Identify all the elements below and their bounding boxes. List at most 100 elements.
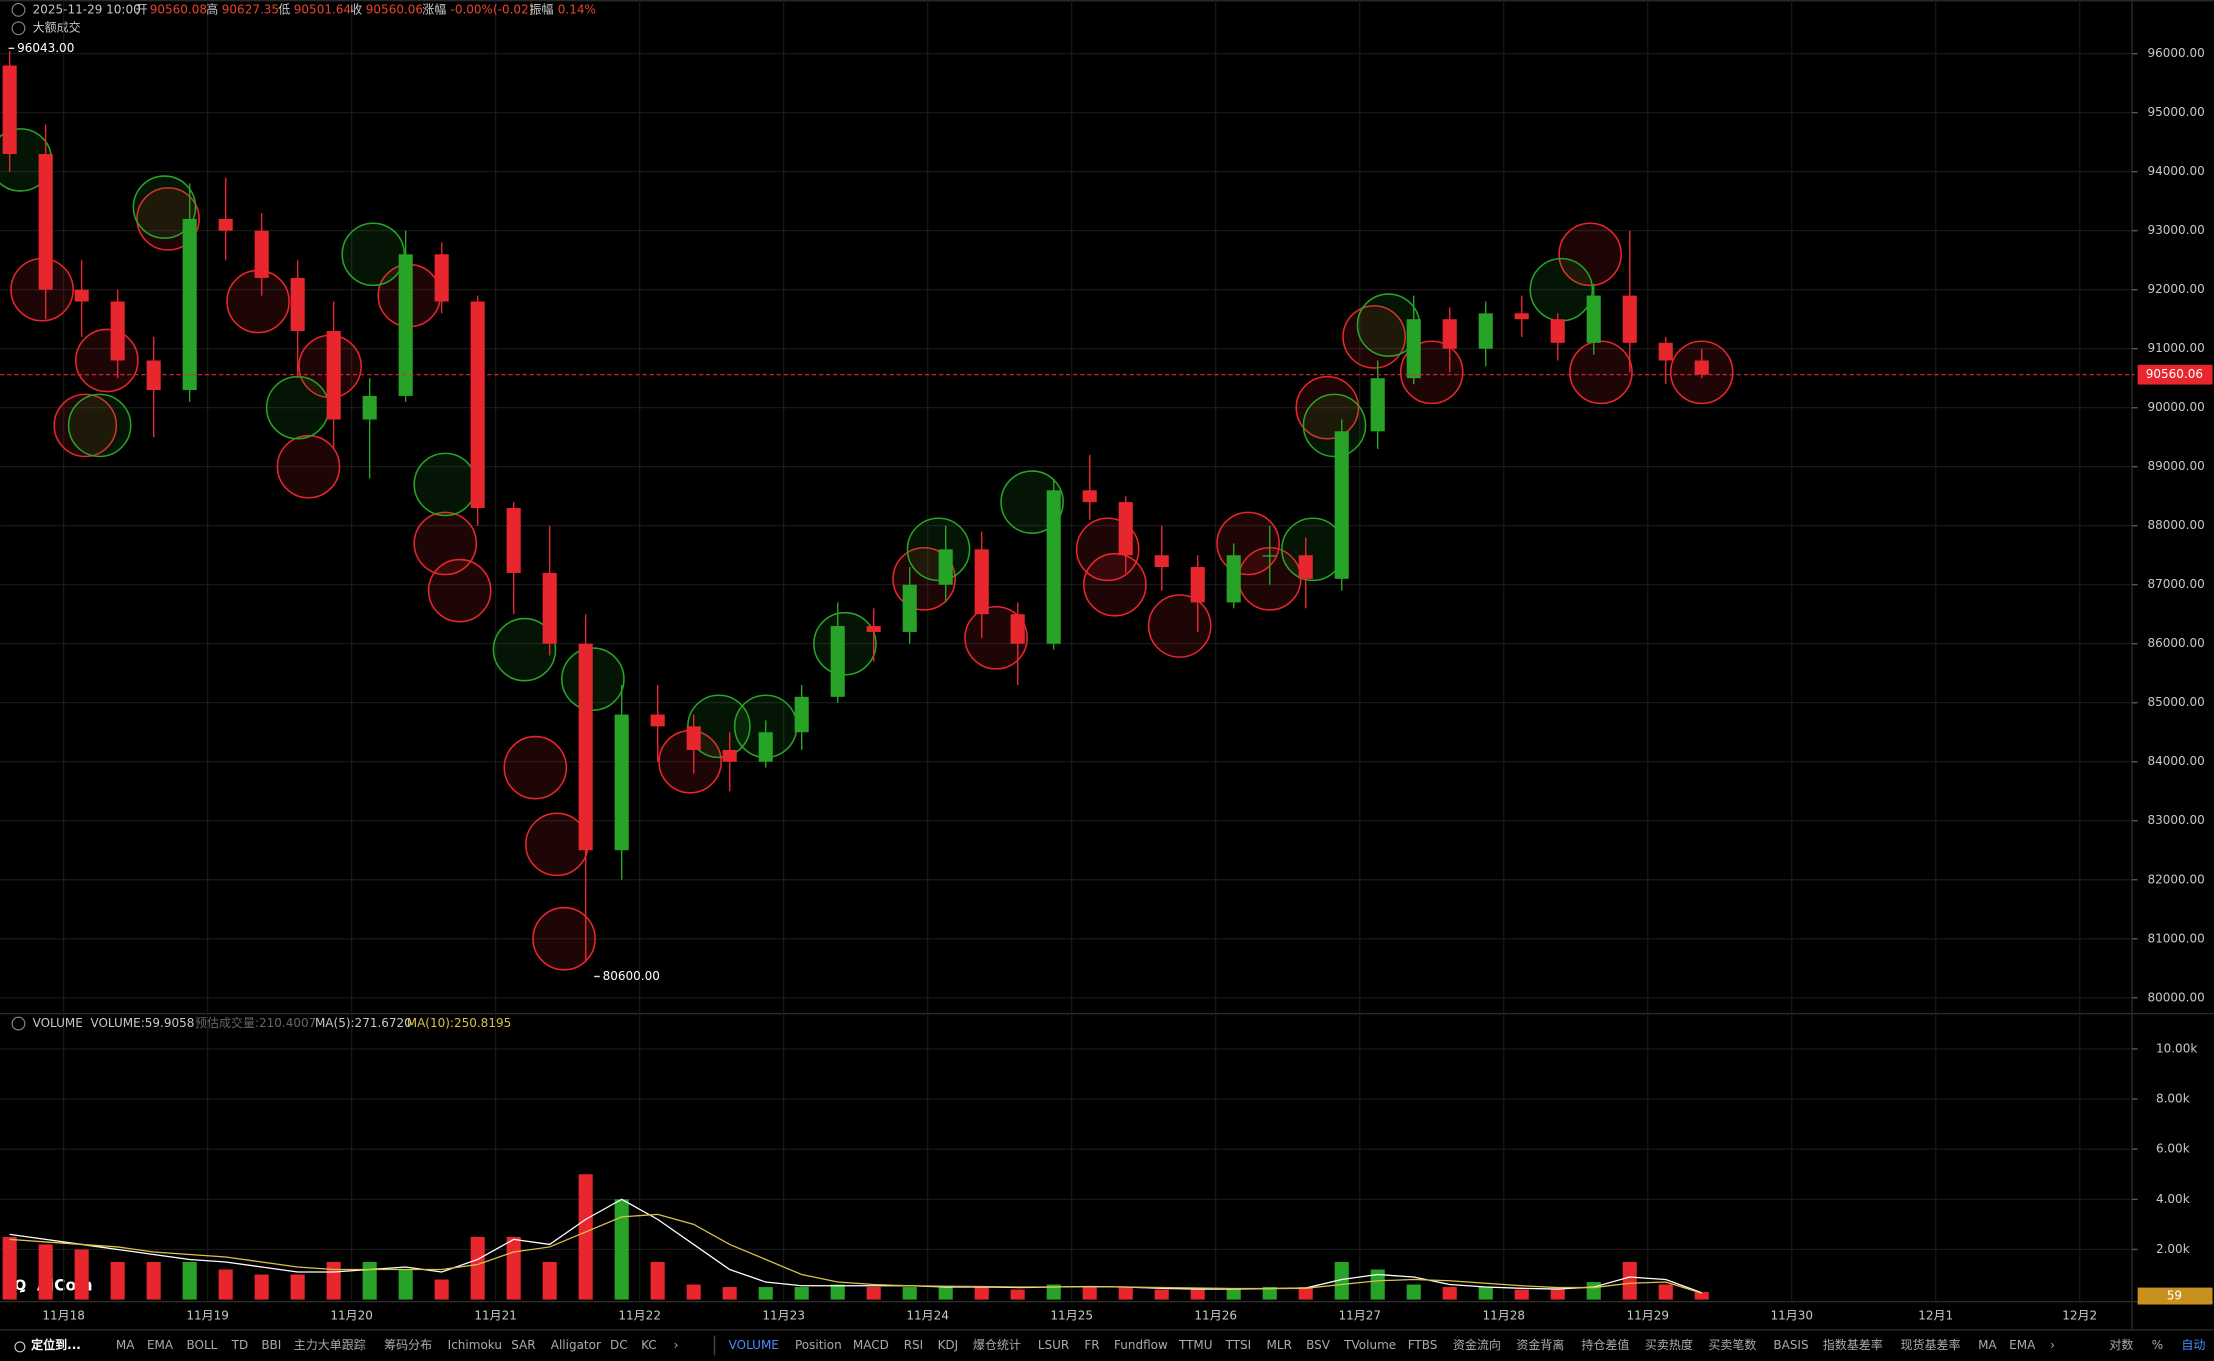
ohlc-label: 低: [278, 2, 290, 16]
x-tick-label: 11月18: [42, 1308, 85, 1322]
toolbar-item[interactable]: EMA: [2009, 1338, 2036, 1352]
toolbar-item[interactable]: SAR: [511, 1338, 535, 1352]
toolbar-item[interactable]: 现货基差率: [1900, 1337, 1960, 1352]
volume-bar: [1550, 1289, 1565, 1300]
volume-bar: [1298, 1287, 1313, 1300]
toolbar-item[interactable]: ›: [2050, 1338, 2055, 1352]
toolbar-item[interactable]: RSI: [904, 1338, 924, 1352]
toolbar-item[interactable]: Ichimoku: [448, 1338, 502, 1352]
toolbar-item[interactable]: DC: [610, 1338, 628, 1352]
toolbar-item[interactable]: 对数: [2109, 1337, 2133, 1352]
large-trade-bubble: [1569, 340, 1633, 405]
candle-body: [614, 714, 629, 851]
volume-bar: [1010, 1289, 1025, 1300]
toolbar-item[interactable]: BSV: [1306, 1338, 1331, 1352]
toolbar-item[interactable]: 资金流向: [1453, 1337, 1501, 1352]
volume-bar: [38, 1244, 53, 1300]
toolbar-item[interactable]: Position: [795, 1338, 842, 1352]
x-tick-label: 11月27: [1338, 1308, 1381, 1322]
y-tick-label: 92000.00: [2148, 282, 2205, 296]
toolbar-item[interactable]: 持仓差值: [1581, 1337, 1629, 1352]
y-tick-label: 10.00k: [2156, 1041, 2197, 1055]
x-tick-label: 11月22: [618, 1308, 661, 1322]
candle-body: [1190, 567, 1205, 603]
candle-body: [1334, 431, 1349, 579]
toolbar-item[interactable]: KDJ: [938, 1338, 959, 1352]
candle-body: [1406, 319, 1421, 379]
candle-body: [218, 218, 233, 231]
toolbar-item[interactable]: 筹码分布: [384, 1338, 432, 1352]
volume-bar: [1406, 1284, 1421, 1300]
toolbar-item[interactable]: 自动: [2181, 1338, 2205, 1352]
candle-body: [1082, 490, 1097, 503]
toolbar-item[interactable]: MACD: [853, 1338, 889, 1352]
toolbar-item[interactable]: TVolume: [1343, 1338, 1396, 1352]
toolbar-item[interactable]: KC: [641, 1338, 657, 1352]
large-trade-bubble: [1529, 257, 1594, 322]
candle-body: [470, 301, 485, 509]
candle-body: [1658, 342, 1673, 361]
toolbar-item[interactable]: FR: [1084, 1338, 1099, 1352]
x-tick-label: 11月20: [330, 1308, 373, 1322]
volume-bar: [506, 1236, 521, 1300]
toolbar-item[interactable]: TTMU: [1178, 1338, 1213, 1352]
volume-bar: [1262, 1287, 1277, 1300]
candle-body: [434, 254, 449, 302]
toolbar-item[interactable]: MLR: [1267, 1338, 1292, 1352]
toolbar-item[interactable]: Alligator: [551, 1338, 601, 1352]
x-tick-label: 12月1: [1918, 1308, 1953, 1322]
volume-bar: [1082, 1287, 1097, 1300]
candle-body: [902, 584, 917, 632]
ohlc-value: 90501.64: [294, 2, 351, 16]
toolbar-item[interactable]: %: [2152, 1338, 2163, 1352]
large-trade-bubble: [132, 175, 197, 239]
candle-body: [1226, 555, 1241, 603]
toolbar-item[interactable]: 指数基差率: [1823, 1337, 1883, 1352]
large-trade-bubble: [75, 328, 139, 393]
ohlc-value: 90627.35: [222, 2, 279, 16]
toolbar-item[interactable]: 定位到...: [31, 1337, 81, 1352]
toolbar-item[interactable]: TD: [231, 1338, 249, 1352]
locate-icon[interactable]: [14, 1341, 26, 1353]
toolbar-item[interactable]: TTSI: [1225, 1338, 1252, 1352]
toolbar-item[interactable]: 主力大单跟踪: [294, 1338, 366, 1352]
toolbar-item[interactable]: VOLUME: [729, 1338, 779, 1352]
volume-bar: [326, 1261, 341, 1300]
volume-bar: [398, 1269, 413, 1300]
y-tick-label: 83000.00: [2148, 813, 2205, 827]
toolbar-item[interactable]: MA: [116, 1338, 135, 1352]
candle-body: [1010, 614, 1025, 644]
toolbar-item[interactable]: ›: [674, 1338, 679, 1352]
toolbar-item[interactable]: LSUR: [1038, 1338, 1069, 1352]
toolbar-item[interactable]: 买卖笔数: [1708, 1337, 1756, 1352]
toolbar-item[interactable]: 买卖热度: [1645, 1337, 1693, 1352]
candle-body: [1262, 555, 1277, 557]
collapse-icon[interactable]: [11, 2, 26, 17]
volume-bar: [866, 1287, 881, 1300]
large-trade-bubble: [1302, 393, 1367, 458]
x-tick-label: 11月30: [1770, 1308, 1813, 1322]
candle-body: [1694, 360, 1709, 375]
toolbar-item[interactable]: FTBS: [1408, 1338, 1438, 1352]
volume-bar: [1334, 1261, 1349, 1300]
toolbar-item[interactable]: BASIS: [1773, 1338, 1808, 1352]
toolbar-item[interactable]: MA: [1978, 1338, 1997, 1352]
y-tick-label: 4.00k: [2156, 1192, 2190, 1206]
collapse-icon[interactable]: [11, 21, 26, 36]
toolbar-item[interactable]: BBI: [261, 1338, 281, 1352]
collapse-icon[interactable]: [11, 1016, 26, 1031]
y-tick-label: 84000.00: [2148, 754, 2205, 768]
toolbar-item[interactable]: BOLL: [186, 1338, 217, 1352]
volume-bar: [974, 1287, 989, 1300]
toolbar-item[interactable]: 资金背离: [1516, 1337, 1564, 1352]
toolbar-item[interactable]: Fundflow: [1114, 1338, 1168, 1352]
ohlc-value: 90560.06: [366, 2, 423, 16]
large-trade-bubble: [276, 434, 341, 499]
toolbar-item[interactable]: EMA: [147, 1338, 174, 1352]
candle-body: [974, 549, 989, 615]
x-tick-label: 11月21: [474, 1308, 517, 1322]
toolbar-item[interactable]: 爆仓统计: [973, 1338, 1021, 1352]
large-trade-bubble: [532, 906, 596, 971]
extreme-label: 80600.00: [603, 969, 660, 983]
x-tick-label: 11月19: [186, 1308, 229, 1322]
